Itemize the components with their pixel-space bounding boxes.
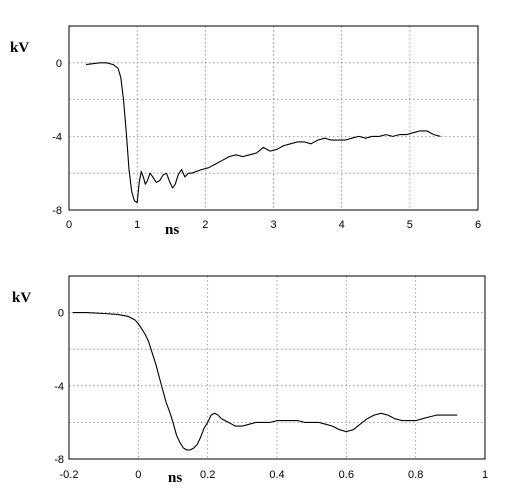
x-tick-label-bottom-6: 1: [482, 469, 488, 481]
x-tick-label-top-2: 2: [202, 219, 208, 231]
x-tick-label-top-4: 4: [339, 219, 345, 231]
y-tick-label-top-1: -4: [52, 131, 62, 143]
trace-bottom: [72, 312, 458, 451]
x-tick-label-top-0: 0: [66, 219, 72, 231]
x-tick-label-bottom-2: 0.2: [200, 469, 215, 481]
x-tick-label-top-3: 3: [270, 219, 276, 231]
y-axis-unit-top: kV: [10, 40, 29, 56]
x-tick-label-bottom-1: 0: [135, 469, 141, 481]
x-tick-label-bottom-5: 0.8: [408, 469, 423, 481]
x-axis-unit-top: ns: [165, 222, 179, 238]
trace-top: [85, 62, 441, 204]
x-tick-label-bottom-4: 0.6: [339, 469, 354, 481]
chart-top: 0 1 2 3 4 5 6 0 -4 -8 kV ns: [10, 25, 481, 238]
x-tick-label-top-5: 5: [407, 219, 413, 231]
x-axis-unit-bottom: ns: [168, 470, 182, 486]
chart-bottom: -0.2 0 0.2 0.4 0.6 0.8 1 0 -4 -8 kV ns: [12, 275, 488, 486]
x-tick-label-bottom-3: 0.4: [269, 469, 284, 481]
x-tick-label-top-6: 6: [475, 219, 481, 231]
y-tick-label-bottom-2: -8: [54, 454, 64, 466]
y-tick-label-bottom-0: 0: [58, 308, 64, 320]
plot-frame-top: [68, 25, 479, 211]
plot-frame-bottom: [68, 275, 486, 460]
y-tick-label-top-0: 0: [56, 58, 62, 70]
x-tick-label-bottom-0: -0.2: [60, 469, 79, 481]
y-tick-label-top-2: -8: [52, 205, 62, 217]
x-tick-label-top-1: 1: [134, 219, 140, 231]
y-tick-label-bottom-1: -4: [54, 381, 64, 393]
y-axis-unit-bottom: kV: [12, 290, 31, 306]
